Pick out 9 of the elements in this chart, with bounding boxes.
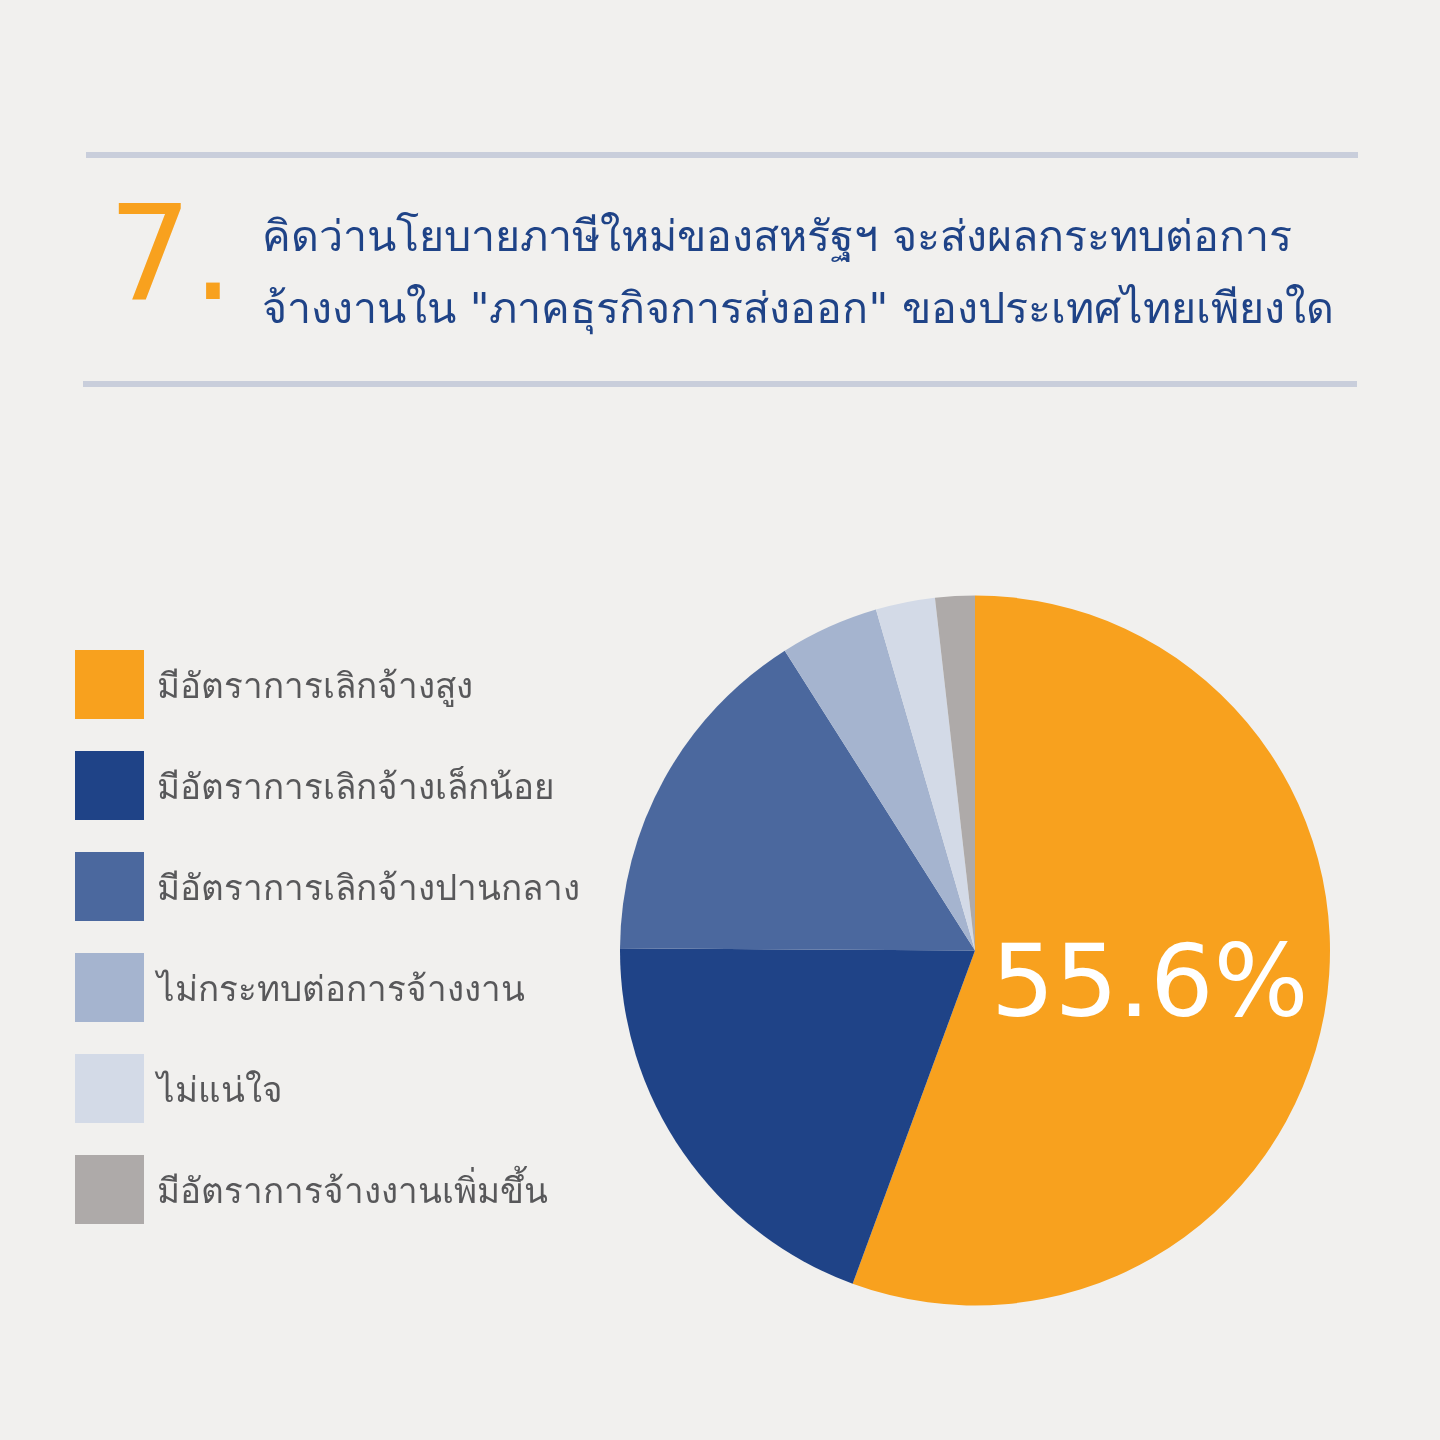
legend-label: ไม่แน่ใจ [154,1070,283,1110]
legend-label: มีอัตราการเลิกจ้างเล็กน้อย [157,766,555,807]
legend-label: ไม่กระทบต่อการจ้างงาน [154,969,525,1009]
data-label: 55.6% [990,923,1309,1041]
chart-title: คิดว่านโยบายภาษีใหม่ของสหรัฐฯ จะส่งผลกระทบต่อการจ้างงานใน "ภาคธุรกิจการส่งออก" ของประเทศไทยเพียงใด [262,210,1335,337]
text: 7. [108,176,234,330]
legend-label: มีอัตราการจ้างงานเพิ่มขึ้น [157,1165,548,1211]
legend-label: มีอัตราการเลิกจ้างสูง [157,666,473,707]
legend-label: มีอัตราการเลิกจ้างปานกลาง [157,868,580,908]
